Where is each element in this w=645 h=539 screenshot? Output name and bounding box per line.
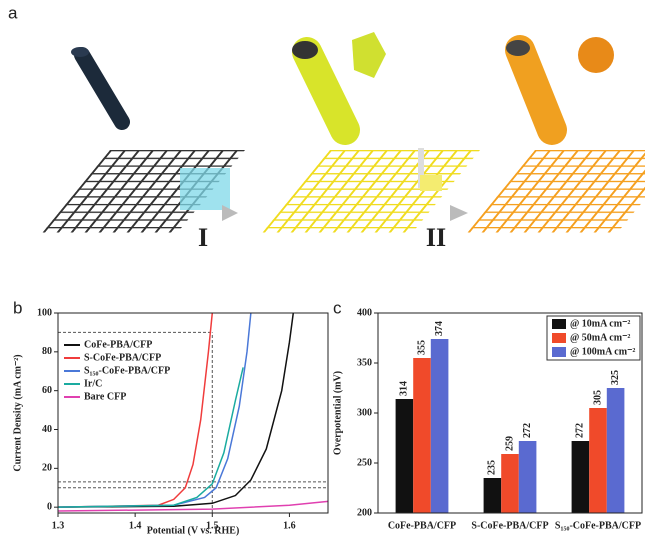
legend-label: @ 50mA cm⁻² — [570, 332, 630, 343]
line — [57, 312, 295, 508]
bar — [483, 478, 502, 513]
bar — [606, 388, 625, 513]
legend-label: @ 100mA cm⁻² — [570, 346, 635, 357]
y-tick-label: 300 — [357, 407, 372, 418]
y-tick-label: 60 — [42, 385, 52, 396]
panel-label: c — [333, 298, 342, 317]
y-tick-label: 80 — [42, 346, 52, 357]
x-tick-label: S₁₅₀-CoFe-PBA/CFP — [555, 520, 641, 531]
value-label: 272 — [575, 423, 586, 438]
bar — [589, 408, 607, 513]
x-tick-label: 1.6 — [283, 520, 296, 531]
legend-label: S₁₅₀-CoFe-PBA/CFP — [84, 365, 170, 376]
y-tick-label: 0 — [47, 501, 52, 512]
legend-label: @ 10mA cm⁻² — [570, 318, 630, 329]
value-label: 305 — [592, 390, 603, 405]
y-axis-label: Current Density (mA cm⁻²) — [12, 354, 23, 471]
value-label: 272 — [522, 423, 533, 438]
y-axis-label: Overpotential (mV) — [332, 371, 343, 455]
x-tick-label: 1.5 — [206, 520, 219, 531]
x-tick-label: S-CoFe-PBA/CFP — [471, 520, 548, 531]
bar — [430, 339, 449, 513]
y-tick-label: 100 — [37, 307, 52, 318]
legend-label: Ir/C — [84, 378, 102, 389]
line — [57, 367, 244, 508]
value-label: 235 — [487, 460, 498, 475]
y-tick-label: 20 — [42, 463, 52, 474]
legend-label: CoFe-PBA/CFP — [84, 339, 152, 350]
schematic — [42, 32, 645, 233]
step-label: I — [198, 223, 208, 252]
value-label: 314 — [399, 381, 410, 396]
line — [57, 500, 329, 512]
panel-label: b — [13, 298, 22, 317]
legend-swatch — [552, 319, 566, 329]
bar — [395, 399, 414, 513]
legend-swatch — [552, 347, 566, 357]
x-tick-label: CoFe-PBA/CFP — [388, 520, 456, 531]
x-tick-label: 1.4 — [129, 520, 142, 531]
legend-swatch — [552, 333, 566, 343]
step-label: II — [426, 223, 446, 252]
plot-frame — [57, 312, 329, 514]
x-tick-label: 1.3 — [52, 520, 65, 531]
x-axis-label: Potential (V vs. RHE) — [147, 525, 240, 536]
line — [57, 312, 214, 508]
value-label: 259 — [504, 436, 515, 451]
bar — [571, 441, 590, 513]
y-tick-label: 250 — [357, 457, 372, 468]
y-tick-label: 350 — [357, 357, 372, 368]
panel-label: a — [8, 3, 18, 22]
legend-label: S-CoFe-PBA/CFP — [84, 352, 161, 363]
y-tick-label: 400 — [357, 307, 372, 318]
plot-frame — [377, 312, 643, 514]
bar — [518, 441, 537, 513]
bar — [501, 454, 519, 513]
y-tick-label: 200 — [357, 507, 372, 518]
value-label: 355 — [416, 340, 427, 355]
legend-label: Bare CFP — [84, 391, 126, 402]
y-tick-label: 40 — [42, 424, 52, 435]
value-label: 325 — [610, 370, 621, 385]
value-label: 374 — [434, 321, 445, 336]
bar — [413, 358, 431, 513]
